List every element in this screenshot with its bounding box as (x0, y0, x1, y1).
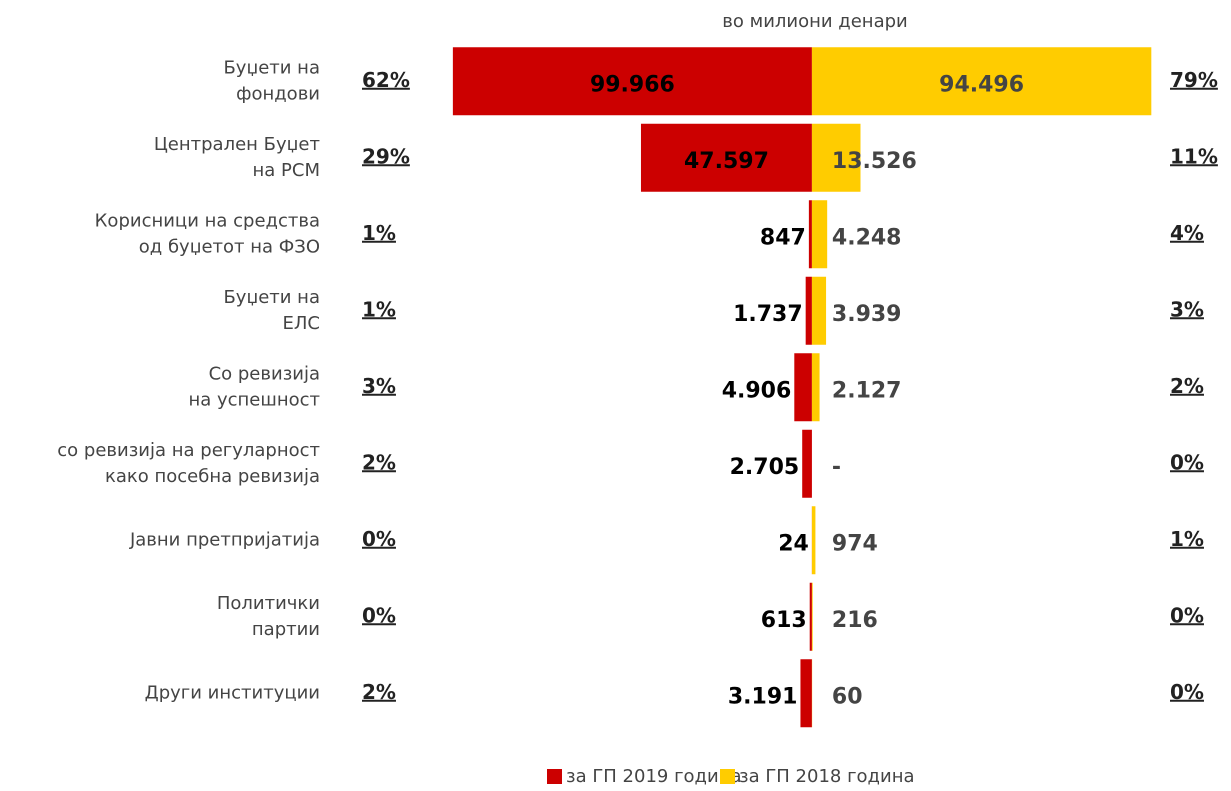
bar (811, 276, 827, 345)
bar (811, 582, 813, 651)
value-label: 99.966 (590, 72, 675, 97)
share-label: 2% (362, 450, 396, 474)
category-label: Други институции (145, 682, 320, 703)
category-label: на успешност (188, 389, 320, 410)
category-label: ЕЛС (283, 313, 320, 334)
value-label: 3.939 (832, 302, 902, 327)
value-label: 847 (760, 225, 806, 250)
bar (805, 276, 812, 345)
value-label: 47.597 (684, 149, 769, 174)
value-label: 94.496 (939, 72, 1024, 97)
category-label: Корисници на средства (95, 210, 320, 231)
category-label: Со ревизија (209, 363, 320, 384)
value-label: 3.191 (728, 684, 798, 709)
share-label: 0% (1170, 603, 1204, 627)
value-label: 974 (832, 531, 878, 556)
category-label: Буџети на (223, 57, 320, 78)
bar (811, 353, 820, 422)
category-label: како посебна ревизија (105, 466, 320, 487)
share-label: 79% (1170, 68, 1218, 92)
value-label: 216 (832, 608, 878, 633)
bar (809, 582, 812, 651)
value-label: 2.705 (730, 455, 800, 480)
category-label: од буџетот на ФЗО (139, 236, 320, 257)
value-label: 613 (761, 608, 807, 633)
share-label: 4% (1170, 221, 1204, 245)
bar (452, 47, 812, 116)
category-label: со ревизија на регуларност (57, 440, 320, 461)
value-label: 4.906 (722, 378, 792, 403)
category-label: Централен Буџет (154, 134, 320, 155)
bar (811, 506, 816, 575)
share-label: 11% (1170, 144, 1218, 168)
category-label: партии (252, 619, 320, 640)
share-label: 1% (1170, 527, 1204, 551)
legend-swatch (547, 769, 562, 784)
category-label: Буџети на (223, 287, 320, 308)
bar (811, 47, 1152, 116)
bar (811, 123, 861, 192)
share-label: 1% (362, 221, 396, 245)
category-label: Јавни претпријатија (129, 529, 320, 550)
value-label: 60 (832, 684, 863, 709)
share-label: 2% (1170, 374, 1204, 398)
bar (800, 659, 812, 728)
category-label: Политички (217, 593, 320, 614)
legend-label: за ГП 2019 година (566, 766, 742, 787)
bar (808, 200, 812, 269)
category-label: на РСМ (253, 160, 320, 181)
chart-subtitle: во милиони денари (722, 11, 907, 32)
share-label: 29% (362, 144, 410, 168)
share-label: 62% (362, 68, 410, 92)
value-label: 24 (778, 531, 809, 556)
bar (794, 353, 812, 422)
share-label: 2% (362, 680, 396, 704)
share-label: 0% (1170, 680, 1204, 704)
value-label: 4.248 (832, 225, 902, 250)
value-label: 2.127 (832, 378, 902, 403)
bar (811, 200, 828, 269)
share-label: 3% (1170, 297, 1204, 321)
category-label: фондови (236, 83, 320, 104)
share-label: 0% (362, 603, 396, 627)
value-label: - (832, 455, 841, 480)
bar (640, 123, 812, 192)
value-label: 1.737 (733, 302, 803, 327)
legend-swatch (720, 769, 735, 784)
share-label: 3% (362, 374, 396, 398)
share-label: 0% (362, 527, 396, 551)
value-label: 13.526 (832, 149, 917, 174)
legend-label: за ГП 2018 година (739, 766, 915, 787)
share-label: 0% (1170, 450, 1204, 474)
share-label: 1% (362, 297, 396, 321)
bar (802, 429, 812, 498)
